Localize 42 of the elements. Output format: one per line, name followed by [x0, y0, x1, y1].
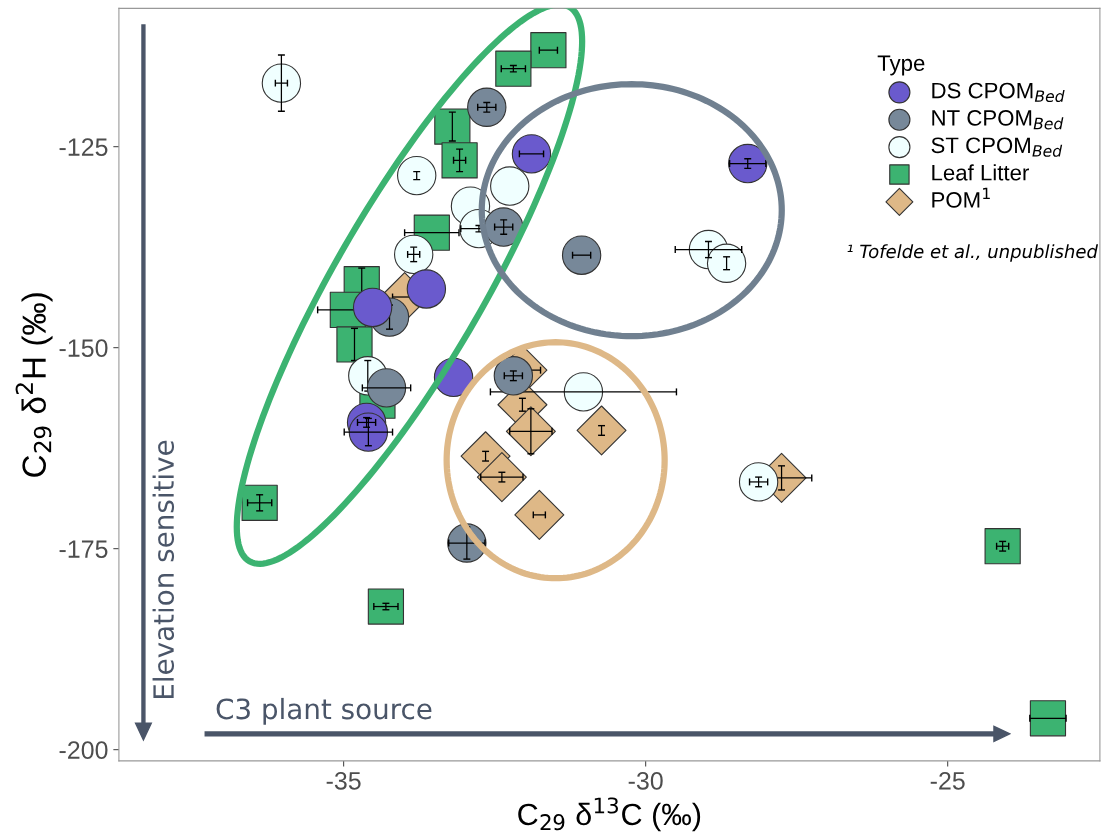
point [511, 134, 552, 174]
point [706, 243, 747, 283]
point [261, 63, 302, 103]
y-tick-label: -125 [59, 138, 108, 156]
x-tick-label: -25 [930, 771, 965, 790]
point [514, 489, 565, 540]
legend-label: NT CPOM$_{Bed}$ [932, 110, 1064, 130]
legend-label: Leaf Litter [932, 164, 1029, 181]
annotation: ¹ Tofelde et al., unpublished [847, 244, 1099, 262]
point [490, 166, 530, 206]
x-tick-label: -35 [326, 771, 361, 790]
y-tick-label: -175 [59, 540, 108, 558]
annotation: C3 plant source [216, 697, 432, 725]
point [495, 50, 532, 87]
point [728, 143, 768, 184]
y-tick-label: -200 [59, 741, 108, 759]
point [241, 484, 278, 521]
legend-label: POM$^{1}$ [932, 187, 990, 208]
point [984, 528, 1021, 565]
x-axis-title: C$_{29}$ δ$^{13}$C (‰) [518, 797, 701, 832]
annotation: Elevation sensitive [152, 440, 175, 698]
point [467, 87, 507, 127]
point [530, 32, 567, 69]
point [366, 368, 407, 408]
y-axis-title: C$_{29}$ δ$^{2}$H (‰) [15, 293, 53, 477]
point [738, 462, 779, 502]
legend-label: ST CPOM$_{Bed}$ [931, 137, 1063, 157]
point [576, 405, 627, 456]
legend-label: DS CPOM$_{Bed}$ [932, 82, 1065, 103]
point [406, 269, 447, 309]
point [367, 588, 405, 625]
point [493, 356, 534, 396]
point [393, 234, 434, 275]
point [352, 287, 393, 328]
y-tick-label: -150 [59, 339, 108, 357]
point [563, 372, 604, 412]
legend-title: Type [877, 55, 925, 76]
x-tick-label: -30 [628, 771, 663, 790]
point [561, 235, 602, 275]
point [397, 155, 437, 196]
point [441, 142, 478, 179]
point [1029, 700, 1067, 737]
